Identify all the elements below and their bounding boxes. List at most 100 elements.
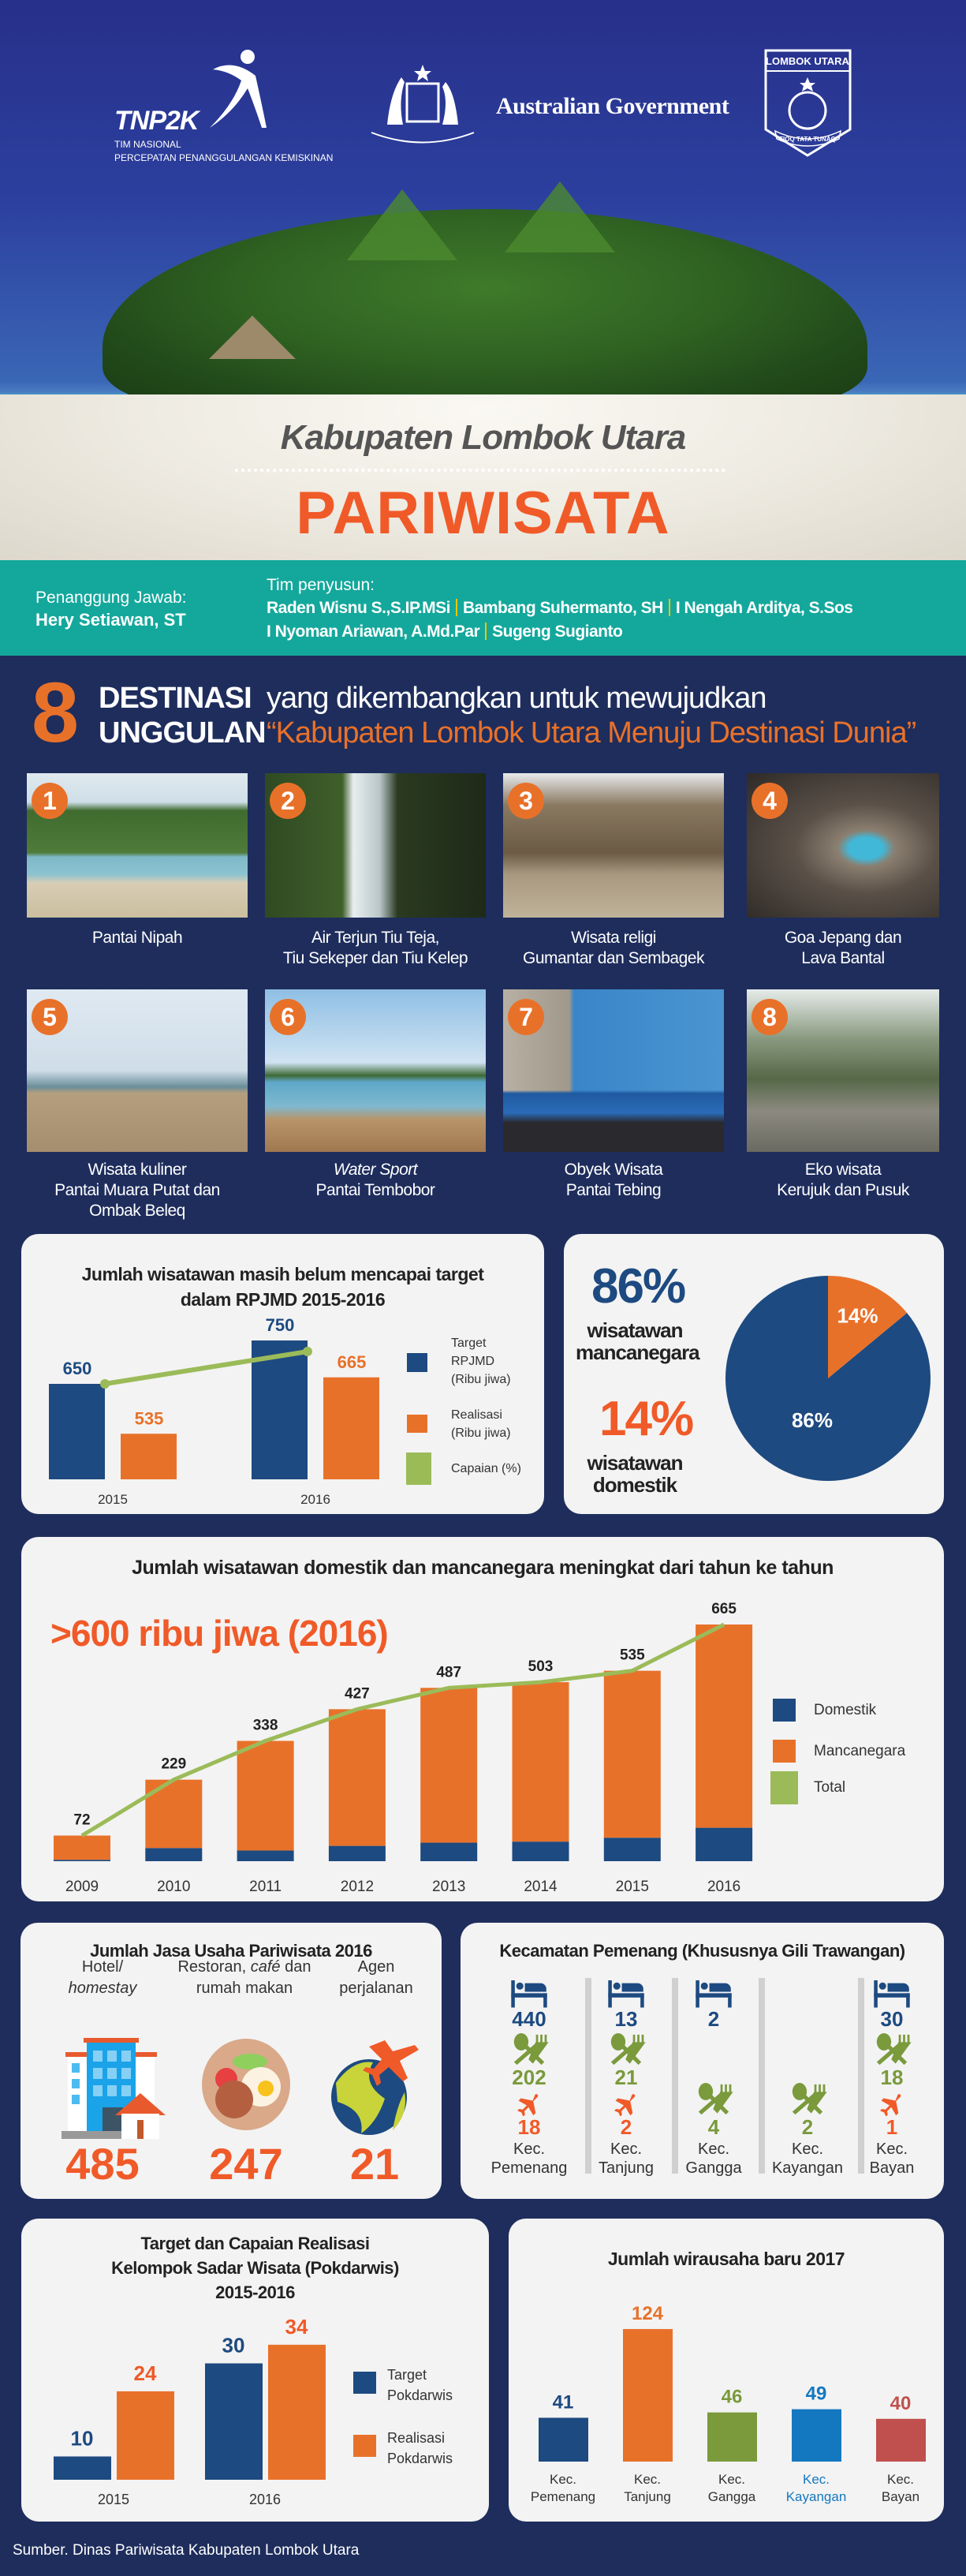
destination-photo: 3 bbox=[503, 773, 724, 918]
entrepreneur-bar-chart: 41 Kec. Pemenang 124 Kec. Tanjung 46 Kec. Gangga… bbox=[531, 2303, 926, 2504]
destination-caption: Wisata religi Gumantar dan Sembagek bbox=[499, 928, 728, 969]
destinations-count: 8 bbox=[32, 664, 80, 760]
legend-swatch-domestik bbox=[773, 1699, 796, 1722]
district-stat-food: 2 bbox=[785, 2083, 830, 2138]
destination-number-badge: 3 bbox=[508, 783, 544, 819]
stat-value: 1 bbox=[886, 2115, 898, 2139]
x-tick-label: 2012 bbox=[341, 1879, 374, 1895]
tourism-business-title: Jumlah Jasa Usaha Pariwisata 2016 bbox=[90, 1941, 372, 1961]
caption-line: Pantai Tebing bbox=[565, 1181, 662, 1199]
legend-domestik: Domestik bbox=[814, 1702, 877, 1718]
responsible-label: Penanggung Jawab: bbox=[35, 589, 187, 607]
legend-swatch-capaian bbox=[406, 1453, 431, 1485]
label-text: Restoran, bbox=[177, 1958, 251, 1976]
caption-line: Air Terjun Tiu Teja, bbox=[311, 929, 439, 947]
district-column-bayan: 30 18 1 bbox=[852, 1980, 931, 2138]
x-tick-label: Bayan bbox=[882, 2489, 919, 2504]
x-tick-label-prefix: Kec. bbox=[634, 2472, 661, 2487]
label-text: wisatawan bbox=[587, 1318, 683, 1342]
bar-domestik-2015 bbox=[603, 1838, 661, 1861]
palm-decoration bbox=[347, 189, 457, 260]
destination-photo: 5 bbox=[27, 989, 248, 1152]
beach-image bbox=[0, 394, 966, 560]
capaian-point bbox=[100, 1379, 110, 1389]
palm-decoration bbox=[505, 181, 615, 252]
district-stat-bed: 30 bbox=[868, 1980, 916, 2030]
legend-swatch-realisasi bbox=[353, 2435, 376, 2457]
caption-line: Lava Bantal bbox=[801, 949, 885, 967]
bar-domestik-2012 bbox=[328, 1845, 386, 1861]
label-text: dan bbox=[280, 1958, 311, 1976]
district-prefix: Kec. bbox=[513, 2140, 546, 2158]
pie-slice-86 bbox=[725, 1276, 931, 1481]
hero-banner: TNP2K TIM NASIONAL PERCEPATAN PENANGGULA… bbox=[0, 0, 966, 560]
australian-government-logo-text: Australian Government bbox=[496, 93, 729, 119]
legend-total: Total bbox=[814, 1779, 846, 1796]
entrepreneur-title: Jumlah wirausaha baru 2017 bbox=[607, 2249, 845, 2269]
label-text: wisatawan bbox=[587, 1451, 683, 1475]
dotted-divider bbox=[235, 469, 725, 472]
food-plate-icon bbox=[202, 2039, 290, 2130]
bar-value-label: 10 bbox=[71, 2427, 94, 2451]
share-pie-chart: 14% 86% bbox=[725, 1276, 931, 1481]
district-prefix: Kec. bbox=[875, 2140, 908, 2158]
x-tick-label-prefix: Kec. bbox=[887, 2472, 914, 2487]
caption-line: Obyek Wisata bbox=[564, 1161, 663, 1179]
destination-photo: 1 bbox=[27, 773, 248, 918]
plane-icon bbox=[513, 2092, 545, 2116]
team-member: I Nyoman Ariawan, A.Md.Par bbox=[267, 623, 480, 641]
legend-text: Target bbox=[451, 1337, 487, 1350]
pokdarwis-title-2: Kelompok Sadar Wisata (Pokdarwis) bbox=[111, 2258, 399, 2278]
credits-band: Penanggung Jawab: Hery Setiawan, ST Tim … bbox=[0, 560, 966, 656]
district-stat-plane: 2 bbox=[610, 2092, 642, 2138]
bar-realisasi-2016 bbox=[323, 1377, 379, 1479]
district-stat-food: 18 bbox=[870, 2033, 914, 2088]
x-tick-label: Kayangan bbox=[786, 2489, 847, 2504]
plane-icon bbox=[610, 2092, 642, 2116]
total-line bbox=[80, 1622, 725, 1838]
x-tick-label: 2016 bbox=[707, 1879, 740, 1895]
destination-number-badge: 2 bbox=[270, 783, 306, 819]
column-divider bbox=[585, 1978, 591, 2174]
pie-slice-14 bbox=[828, 1276, 908, 1378]
restaurant-count: 247 bbox=[209, 2139, 283, 2189]
legend-text: (Ribu jiwa) bbox=[451, 1373, 511, 1386]
column-divider bbox=[672, 1978, 678, 2174]
caption-line: Pantai Muara Putat dan bbox=[54, 1181, 220, 1199]
x-tick-label: 2013 bbox=[432, 1879, 465, 1895]
legend-capaian: Capaian (%) bbox=[451, 1462, 521, 1475]
x-tick-label-prefix: Kec. bbox=[550, 2472, 576, 2487]
pokdarwis-title-1: Target dan Capaian Realisasi bbox=[140, 2234, 370, 2253]
district-name: Kec. Bayan bbox=[851, 2140, 933, 2178]
district-name: Kec. Gangga bbox=[673, 2140, 755, 2178]
district-prefix: Kec. bbox=[791, 2140, 824, 2158]
destination-caption: Eko wisata Kerujuk dan Pusuk bbox=[729, 1160, 957, 1201]
district-prefix: Kec. bbox=[697, 2140, 730, 2158]
pokdarwis-bar-chart: 10 24 2015 30 34 2016 bbox=[54, 2315, 326, 2507]
hut-image bbox=[209, 316, 296, 359]
bar-domestik-2014 bbox=[512, 1841, 569, 1861]
x-tick-label: 2016 bbox=[249, 2492, 281, 2507]
column-divider bbox=[759, 1978, 765, 2174]
stat-value: 18 bbox=[517, 2115, 541, 2139]
business-restaurant-label: Restoran, café dan rumah makan bbox=[170, 1957, 319, 1999]
destination-number-badge: 6 bbox=[270, 999, 306, 1035]
food-icon bbox=[604, 2033, 648, 2066]
destinations-word2: UNGGULAN bbox=[99, 716, 267, 750]
bar-value-label: 30 bbox=[222, 2334, 245, 2357]
trend-chart-panel: Jumlah wisatawan domestik dan mancanegar… bbox=[21, 1537, 944, 1901]
legend-text: Pokdarwis bbox=[387, 2451, 453, 2466]
label-text: Hotel/ bbox=[81, 1958, 124, 1976]
legend-swatch-total bbox=[770, 1771, 798, 1804]
team-line-2: I Nyoman Ariawan, A.Md.Par Sugeng Sugiant… bbox=[267, 622, 623, 641]
total-value-label: 427 bbox=[345, 1685, 370, 1702]
tnp2k-logo-name: TNP2K bbox=[114, 106, 199, 136]
legend-text: Target bbox=[387, 2367, 427, 2383]
stat-value: 21 bbox=[614, 2066, 638, 2090]
bed-icon bbox=[505, 1980, 553, 2008]
district-stat-bed: 13 bbox=[602, 1980, 650, 2030]
bar-kec-gangga bbox=[707, 2412, 757, 2462]
destination-caption: Water Sport Pantai Tembobor bbox=[261, 1160, 490, 1201]
bar-value-label: 750 bbox=[266, 1315, 295, 1335]
